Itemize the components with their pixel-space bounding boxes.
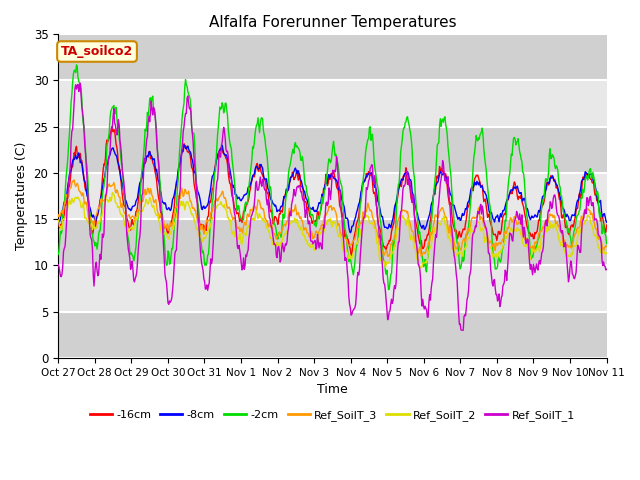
Title: Alfalfa Forerunner Temperatures: Alfalfa Forerunner Temperatures: [209, 15, 456, 30]
Bar: [58, 34, 607, 80]
Legend: -16cm, -8cm, -2cm, Ref_SoilT_3, Ref_SoilT_2, Ref_SoilT_1: -16cm, -8cm, -2cm, Ref_SoilT_3, Ref_Soil…: [85, 406, 580, 425]
Bar: [58, 265, 607, 312]
Bar: [58, 219, 607, 265]
Bar: [58, 127, 607, 173]
Bar: [58, 80, 607, 127]
X-axis label: Time: Time: [317, 383, 348, 396]
Text: TA_soilco2: TA_soilco2: [61, 45, 133, 58]
Bar: [58, 173, 607, 219]
Y-axis label: Temperatures (C): Temperatures (C): [15, 142, 28, 250]
Bar: [58, 312, 607, 358]
